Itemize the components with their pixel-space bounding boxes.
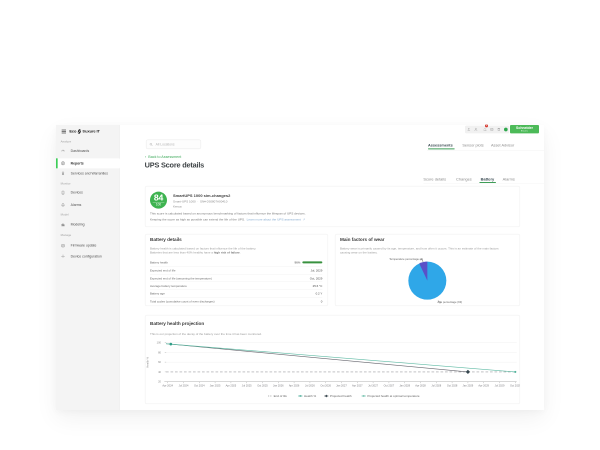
svg-text:Jan 2026: Jan 2026 <box>273 384 284 388</box>
svg-text:Apr 2028: Apr 2028 <box>415 384 426 388</box>
svg-text:Health %: Health % <box>145 356 149 367</box>
svg-text:Jul 2024: Jul 2024 <box>179 384 189 388</box>
svg-text:Health %: Health % <box>304 394 316 398</box>
svg-text:End of life: End of life <box>274 394 288 398</box>
svg-text:Projected health: Projected health <box>330 394 352 398</box>
svg-text:Apr 2025: Apr 2025 <box>226 384 237 388</box>
svg-text:60: 60 <box>158 360 161 364</box>
svg-text:Temperature percentage (7): Temperature percentage (7) <box>389 257 423 261</box>
svg-text:Age percentage (93): Age percentage (93) <box>437 300 462 304</box>
svg-text:Oct 2029: Oct 2029 <box>510 384 520 388</box>
svg-text:Jul 2028: Jul 2028 <box>431 384 441 388</box>
svg-text:Jul 2027: Jul 2027 <box>368 384 378 388</box>
svg-text:Oct 2025: Oct 2025 <box>257 384 268 388</box>
svg-text:20: 20 <box>158 380 161 384</box>
svg-text:40: 40 <box>158 370 161 374</box>
svg-text:100: 100 <box>157 341 162 345</box>
svg-text:Jul 2026: Jul 2026 <box>305 384 315 388</box>
svg-text:Jul 2025: Jul 2025 <box>242 384 252 388</box>
svg-text:80: 80 <box>158 350 161 354</box>
svg-text:Oct 2026: Oct 2026 <box>320 384 331 388</box>
svg-text:Jan 2027: Jan 2027 <box>336 384 347 388</box>
svg-text:Oct 2028: Oct 2028 <box>447 384 458 388</box>
svg-text:Jan 2028: Jan 2028 <box>399 384 410 388</box>
svg-text:Apr 2029: Apr 2029 <box>478 384 489 388</box>
svg-text:Oct 2024: Oct 2024 <box>194 384 205 388</box>
svg-text:Jan 2029: Jan 2029 <box>463 384 474 388</box>
svg-text:Jul 2029: Jul 2029 <box>495 384 505 388</box>
svg-text:Apr 2026: Apr 2026 <box>289 384 300 388</box>
svg-text:Jan 2025: Jan 2025 <box>210 384 221 388</box>
svg-text:Apr 2027: Apr 2027 <box>352 384 363 388</box>
svg-text:Oct 2027: Oct 2027 <box>384 384 395 388</box>
svg-text:Projected health at optimal te: Projected health at optimal temperature <box>367 394 420 398</box>
svg-text:Apr 2024: Apr 2024 <box>162 384 173 388</box>
